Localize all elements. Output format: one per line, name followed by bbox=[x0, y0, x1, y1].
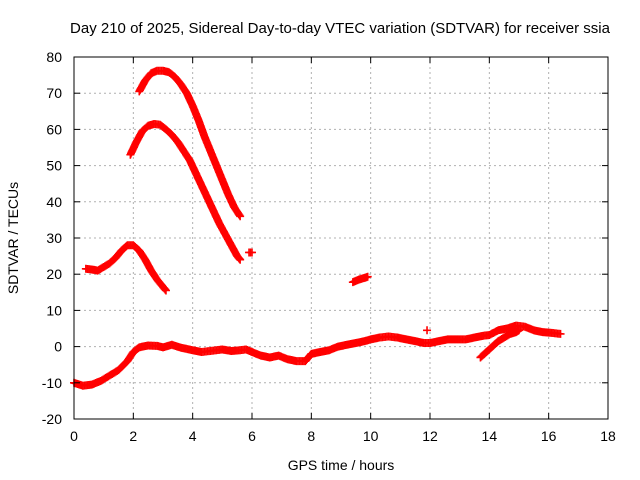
y-tick-label: 50 bbox=[46, 158, 62, 174]
series-point-6h bbox=[245, 248, 256, 257]
series-arc-low-20 bbox=[81, 241, 170, 295]
x-tick-label: 12 bbox=[422, 428, 438, 444]
series-rise-14h bbox=[476, 326, 523, 362]
data-point bbox=[363, 272, 372, 281]
ticks bbox=[73, 56, 609, 420]
series-arc-upper-70 bbox=[135, 66, 245, 221]
x-tick-label: 8 bbox=[307, 428, 315, 444]
x-tick-label: 16 bbox=[541, 428, 557, 444]
x-tick-label: 6 bbox=[248, 428, 256, 444]
x-tick-label: 2 bbox=[129, 428, 137, 444]
series-baseline bbox=[70, 321, 565, 390]
y-tick-label: 40 bbox=[46, 194, 62, 210]
data-point bbox=[248, 248, 256, 257]
series-point-12h bbox=[423, 326, 432, 335]
y-tick-label: 20 bbox=[46, 266, 62, 282]
x-tick-label: 14 bbox=[482, 428, 498, 444]
y-tick-label: 70 bbox=[46, 85, 62, 101]
y-axis-label: SDTVAR / TECUs bbox=[5, 182, 21, 294]
y-tick-label: -20 bbox=[42, 411, 62, 427]
x-tick-label: 4 bbox=[189, 428, 197, 444]
series-arc-upper-60 bbox=[126, 119, 245, 264]
data-point bbox=[236, 212, 245, 221]
y-tick-label: 0 bbox=[54, 339, 62, 355]
data-point bbox=[515, 326, 523, 335]
grid bbox=[74, 57, 608, 419]
y-tick-label: 60 bbox=[46, 121, 62, 137]
y-tick-label: 80 bbox=[46, 49, 62, 65]
data-point bbox=[236, 255, 245, 264]
data-point bbox=[423, 326, 432, 335]
x-tick-label: 0 bbox=[70, 428, 78, 444]
x-axis-label: GPS time / hours bbox=[288, 457, 395, 473]
data-point bbox=[556, 329, 565, 338]
x-tick-label: 10 bbox=[363, 428, 379, 444]
data-marks bbox=[70, 66, 565, 390]
chart-title: Day 210 of 2025, Sidereal Day-to-day VTE… bbox=[70, 20, 611, 37]
data-point bbox=[161, 286, 170, 295]
y-tick-label: 30 bbox=[46, 230, 62, 246]
x-tick-label: 18 bbox=[600, 428, 616, 444]
series-segment-10h bbox=[348, 272, 372, 287]
y-tick-label: -10 bbox=[42, 375, 62, 391]
tick-labels: 0 2 4 6 8 10 12 14 16 18 -20 -10 0 10 20 30 40 50 60 70 80 bbox=[42, 49, 616, 444]
y-tick-label: 10 bbox=[46, 302, 62, 318]
